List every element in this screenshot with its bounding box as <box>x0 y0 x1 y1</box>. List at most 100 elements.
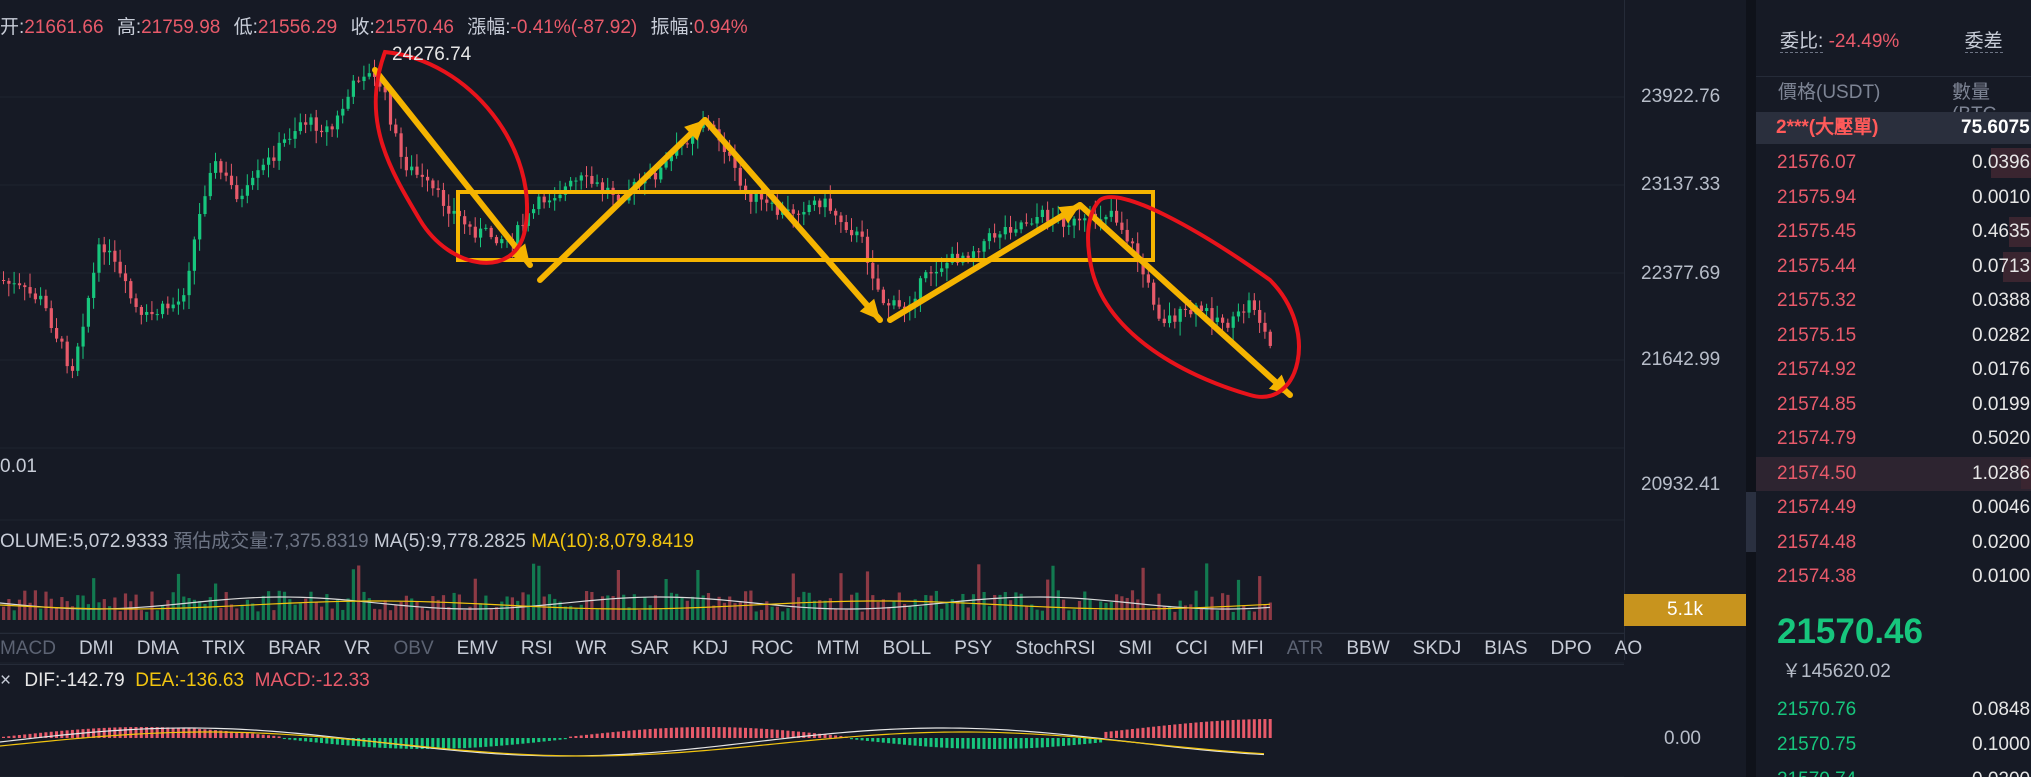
indicator-tab[interactable]: ATR <box>1286 638 1324 659</box>
volume-bar <box>304 598 308 620</box>
macd-histogram-bar <box>585 734 588 738</box>
candle-body <box>272 157 276 161</box>
bid-price: 21570.74 <box>1777 763 1856 777</box>
macd-histogram-bar <box>500 738 504 746</box>
indicator-tab[interactable]: PSY <box>954 638 993 659</box>
indicator-tab[interactable]: DMA <box>136 638 180 659</box>
order-book-columns: 價格(USDT) 數量(BTC <box>1756 76 2031 125</box>
volume-bar <box>489 607 493 620</box>
macd-histogram-bar <box>256 734 260 738</box>
candle-body <box>569 180 573 187</box>
macd-histogram-bar <box>473 738 477 748</box>
ask-row[interactable]: 21574.49 0.0046 <box>1756 491 2031 525</box>
volume-bar <box>807 592 811 620</box>
macd-histogram-bar <box>1146 727 1150 738</box>
macd-histogram-bar <box>1099 738 1103 743</box>
candle-body <box>277 142 281 161</box>
indicator-tab[interactable]: OBV <box>393 638 434 659</box>
big-order-row[interactable]: 2***(大壓單) 75.6075 <box>1756 112 2031 144</box>
indicator-tab[interactable]: BOLL <box>882 638 932 659</box>
candle-body <box>309 117 313 125</box>
macd-histogram-bar <box>855 738 859 740</box>
left-value-label: 0.01 <box>0 456 37 477</box>
volume-bar <box>653 595 658 620</box>
indicator-tab[interactable]: KDJ <box>692 638 729 659</box>
diff-label[interactable]: 委差 <box>1964 31 2003 53</box>
ask-row[interactable]: 21575.32 0.0388 <box>1756 284 2031 318</box>
indicator-tab[interactable]: MFI <box>1231 638 1264 659</box>
close-value: 21570.46 <box>374 17 454 38</box>
ratio-label[interactable]: 委比: <box>1780 31 1824 53</box>
amplitude-value: 0.94% <box>693 17 748 38</box>
candle-body <box>441 190 446 206</box>
close-icon[interactable]: × <box>0 670 12 691</box>
indicator-tab[interactable]: TRIX <box>202 638 246 659</box>
ask-price: 21574.79 <box>1777 428 1857 449</box>
panel-divider[interactable] <box>1746 0 1756 777</box>
indicator-tab[interactable]: VR <box>344 638 371 659</box>
indicator-tab[interactable]: BIAS <box>1484 638 1528 659</box>
ask-row[interactable]: 21574.92 0.0176 <box>1756 353 2031 387</box>
kline-chart-panel[interactable]: 开:21661.66 高:21759.98 低:21556.29 收:21570… <box>0 0 1746 777</box>
indicator-tab[interactable]: BBW <box>1346 638 1390 659</box>
macd-histogram-bar <box>706 727 710 738</box>
bid-row[interactable]: 21570.74 0.0200 <box>1756 763 2031 777</box>
macd-histogram-bar <box>463 738 467 749</box>
indicator-tab[interactable]: MTM <box>816 638 860 659</box>
macd-histogram-bar <box>1247 719 1251 738</box>
volume-bar <box>176 573 181 620</box>
candle-body <box>1162 318 1166 324</box>
candle-body <box>1030 223 1034 225</box>
volume-bar <box>834 608 838 620</box>
price-axis[interactable] <box>1624 0 1747 660</box>
macd-histogram-bar <box>118 727 122 738</box>
ask-row[interactable]: 21574.85 0.0199 <box>1756 388 2031 422</box>
indicator-tab[interactable]: AO <box>1614 638 1643 659</box>
candle-body <box>118 261 122 274</box>
indicator-tab[interactable]: EMV <box>456 638 498 659</box>
candlestick-chart[interactable] <box>0 0 1746 777</box>
indicator-tab[interactable]: DPO <box>1550 638 1592 659</box>
volume-bar <box>484 595 488 620</box>
ask-row[interactable]: 21575.44 0.0713 <box>1756 250 2031 284</box>
indicator-tab[interactable]: StochRSI <box>1015 638 1096 659</box>
ask-row[interactable]: 21574.38 0.0100 <box>1756 560 2031 594</box>
macd-histogram-bar <box>1125 729 1129 738</box>
indicator-tab[interactable]: SMI <box>1118 638 1153 659</box>
indicator-tab[interactable]: MACD <box>0 638 56 659</box>
collapse-handle[interactable] <box>1746 492 1756 552</box>
indicator-tab[interactable]: RSI <box>520 638 553 659</box>
macd-histogram-bar <box>1115 730 1118 738</box>
ask-row[interactable]: 21575.15 0.0282 <box>1756 319 2031 353</box>
macd-histogram-bar <box>1024 738 1028 749</box>
ask-row[interactable]: 21574.48 0.0200 <box>1756 526 2031 560</box>
ask-price: 21575.45 <box>1777 221 1857 242</box>
indicator-tab[interactable]: ROC <box>751 638 794 659</box>
volume-bar <box>865 571 870 620</box>
ask-row[interactable]: 21574.79 0.5020 <box>1756 422 2031 456</box>
indicator-tab[interactable]: CCI <box>1175 638 1209 659</box>
ask-row[interactable]: 21575.94 0.0010 <box>1756 181 2031 215</box>
indicator-tab[interactable]: BRAR <box>268 638 322 659</box>
ask-row[interactable]: 21575.45 0.4635 <box>1756 215 2031 249</box>
volume-bar <box>245 599 249 620</box>
macd-histogram-bar <box>346 738 350 746</box>
indicator-tab[interactable]: SAR <box>630 638 670 659</box>
macd-histogram-bar <box>1162 725 1166 738</box>
indicator-tab[interactable]: SKDJ <box>1412 638 1462 659</box>
indicator-tab[interactable]: WR <box>575 638 608 659</box>
indicator-tab[interactable]: DMI <box>78 638 114 659</box>
macd-histogram-bar <box>532 738 535 743</box>
macd-histogram-bar <box>92 728 96 738</box>
ask-row[interactable]: 21576.07 0.0396 <box>1756 146 2031 180</box>
bid-row[interactable]: 21570.76 0.0848 <box>1756 693 2031 727</box>
bid-price: 21570.76 <box>1777 699 1857 720</box>
volume-bar <box>1003 592 1007 620</box>
macd-histogram-bar <box>834 735 838 738</box>
volume-bar <box>982 591 986 620</box>
volume-bar <box>214 583 218 620</box>
ask-row[interactable]: 21574.50 1.0286 <box>1756 456 2031 491</box>
macd-histogram-bar <box>7 736 11 738</box>
bid-row[interactable]: 21570.75 0.1000 <box>1756 728 2031 762</box>
volume-bar <box>971 594 976 620</box>
